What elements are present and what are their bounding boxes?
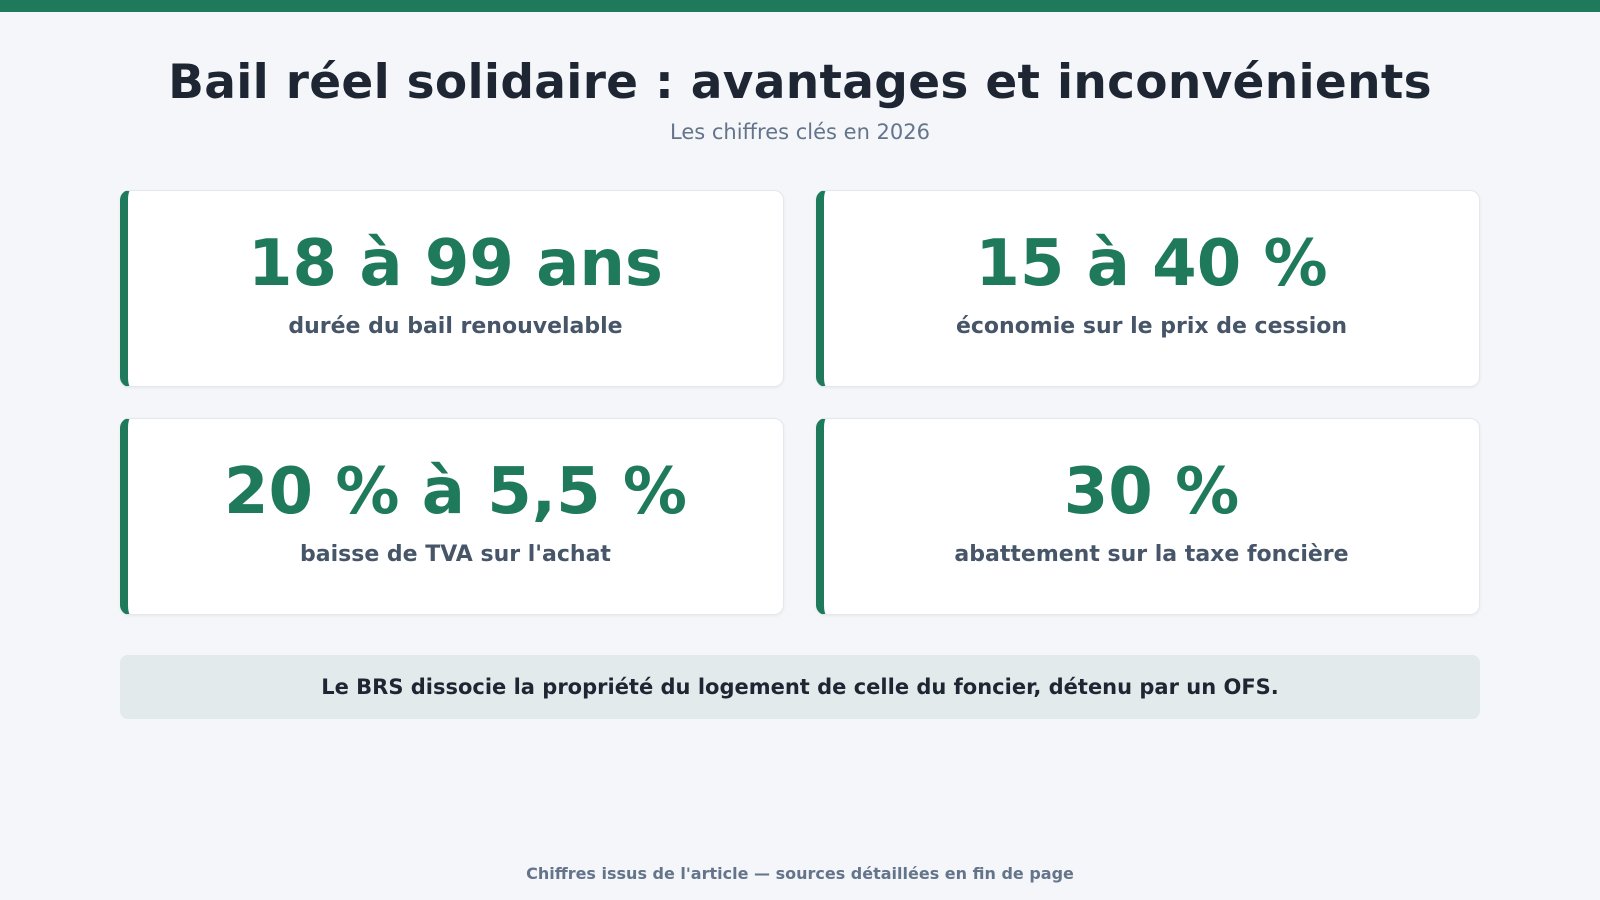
page-subtitle: Les chiffres clés en 2026: [670, 120, 930, 144]
stat-label: baisse de TVA sur l'achat: [300, 542, 611, 567]
footer-note: Chiffres issus de l'article — sources dé…: [526, 864, 1074, 883]
stat-value: 20 % à 5,5 %: [224, 455, 687, 529]
stat-card-lease-duration: 18 à 99 ans durée du bail renouvelable: [120, 190, 784, 387]
stat-value: 15 à 40 %: [975, 227, 1328, 301]
stat-value: 30 %: [1063, 455, 1240, 529]
page-title: Bail réel solidaire : avantages et incon…: [168, 55, 1432, 110]
top-accent-bar: [0, 0, 1600, 12]
stat-card-price-savings: 15 à 40 % économie sur le prix de cessio…: [816, 190, 1480, 387]
stat-label: économie sur le prix de cession: [955, 314, 1348, 339]
stat-label: abattement sur la taxe foncière: [954, 542, 1349, 567]
stats-grid: 18 à 99 ans durée du bail renouvelable 1…: [120, 190, 1480, 615]
stat-label: durée du bail renouvelable: [288, 314, 623, 339]
summary-note: Le BRS dissocie la propriété du logement…: [120, 655, 1480, 719]
stat-card-property-tax: 30 % abattement sur la taxe foncière: [816, 418, 1480, 615]
stat-value: 18 à 99 ans: [248, 227, 663, 301]
stat-card-vat-reduction: 20 % à 5,5 % baisse de TVA sur l'achat: [120, 418, 784, 615]
